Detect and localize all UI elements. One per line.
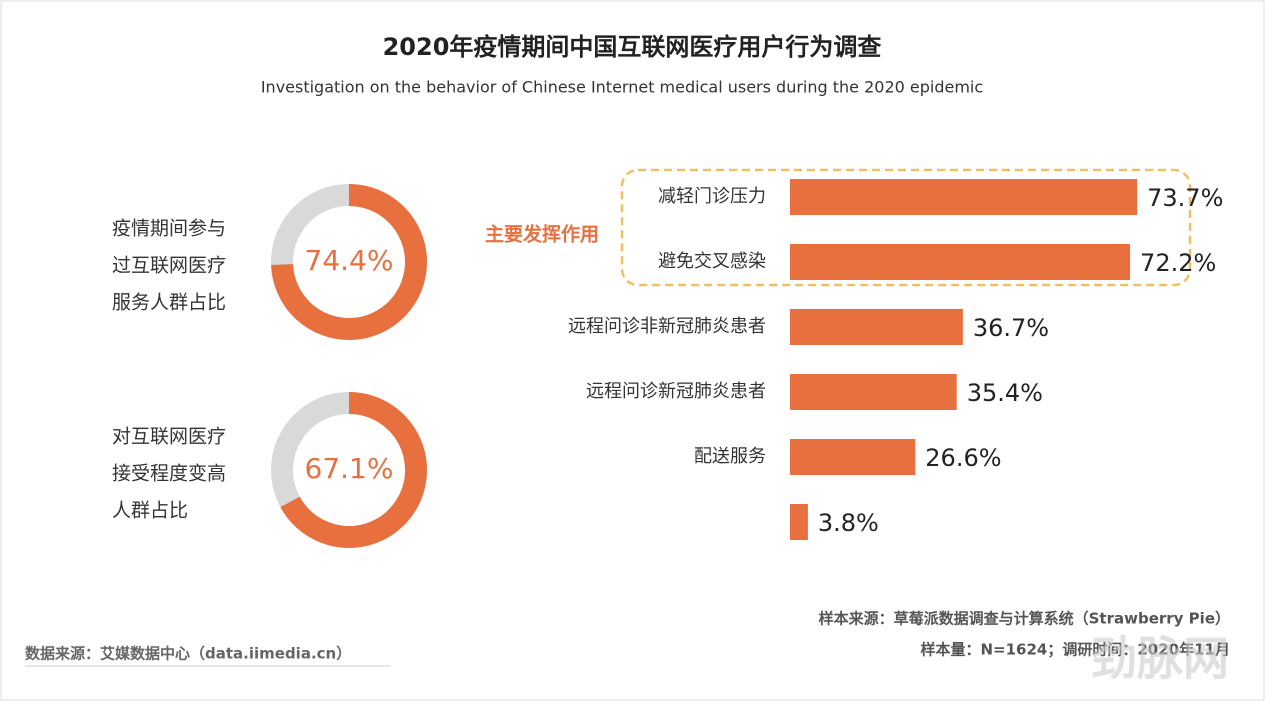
chart-title: 2020年疫情期间中国互联网医疗用户行为调查 [383,33,882,61]
watermark: 劲脉网 [1091,632,1229,686]
donut-label: 人群占比 [112,500,188,522]
source: 数据来源：艾媒数据中心（data.iimedia.cn） [25,645,351,663]
bar [790,374,957,410]
donut-label: 服务人群占比 [112,292,226,314]
value-label: 3.8% [818,509,879,537]
category-label: 避免交叉感染 [658,251,766,272]
value-label: 26.6% [925,444,1001,472]
value-label: 73.7% [1147,184,1223,212]
donut-label: 接受程度变高 [112,463,226,485]
donut-label: 疫情期间参与 [112,218,226,240]
category-label: 远程问诊新冠肺炎患者 [586,381,766,402]
value-label: 35.4% [967,379,1043,407]
donut-arc [280,392,427,548]
bar [790,309,963,345]
sample-source: 样本来源：草莓派数据调查与计算系统（Strawberry Pie） [819,610,1230,628]
highlight-box [620,168,1192,287]
category-label: 配送服务 [694,446,766,467]
category-label: 远程问诊非新冠肺炎患者 [568,316,766,337]
value-label: 72.2% [1140,249,1216,277]
value-label: 36.7% [973,314,1049,342]
donut-value: 74.4% [305,244,394,277]
bar [790,439,916,475]
bar [790,179,1138,215]
bar [790,504,808,540]
donut-arc [271,184,427,340]
sample-info: 样本量：N=1624；调研时间：2020年11月 [921,641,1231,659]
bar [790,244,1131,280]
category-label: 减轻门诊压力 [658,186,766,207]
chart-subtitle: Investigation on the behavior of Chinese… [261,78,983,97]
donut-label: 过互联网医疗 [112,255,226,277]
donut-value: 67.1% [305,452,394,485]
donut-label: 对互联网医疗 [112,426,226,448]
highlight-label: 主要发挥作用 [485,223,599,246]
